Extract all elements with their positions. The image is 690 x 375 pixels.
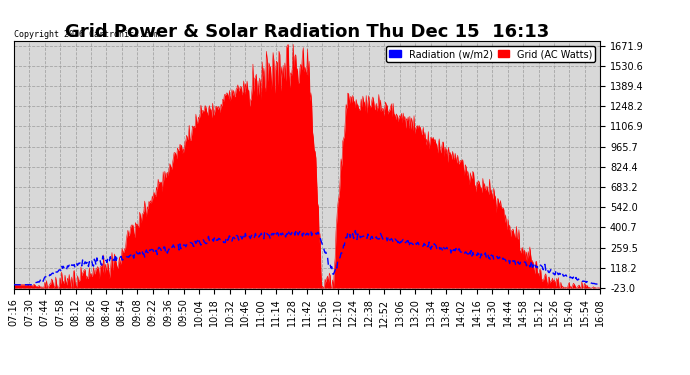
Text: Copyright 2016 Cartronics.com: Copyright 2016 Cartronics.com	[14, 30, 159, 39]
Title: Grid Power & Solar Radiation Thu Dec 15  16:13: Grid Power & Solar Radiation Thu Dec 15 …	[65, 23, 549, 41]
Legend: Radiation (w/m2), Grid (AC Watts): Radiation (w/m2), Grid (AC Watts)	[386, 46, 595, 62]
